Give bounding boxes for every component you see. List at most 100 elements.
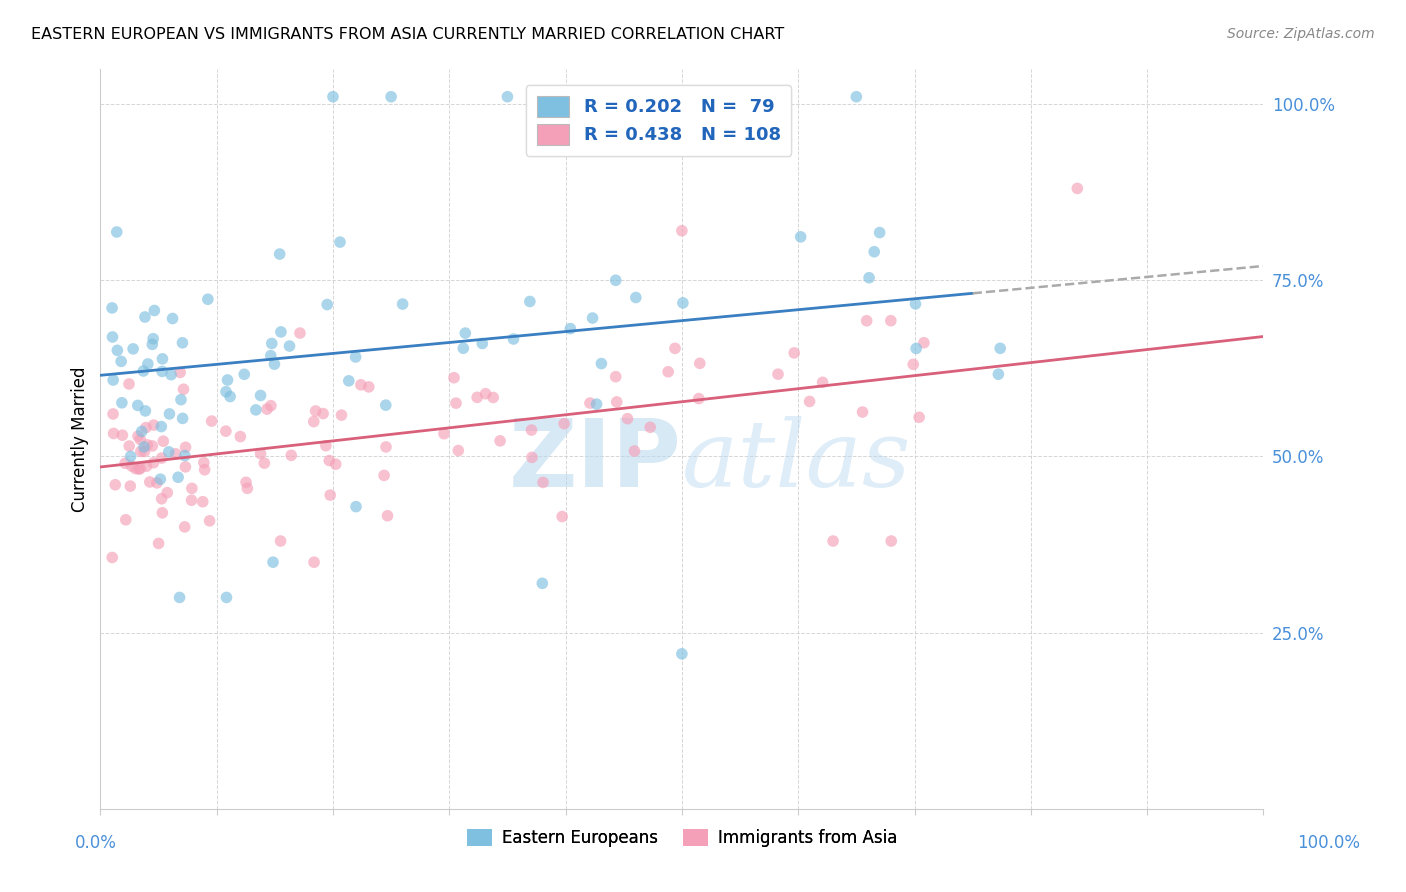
Point bbox=[111, 396, 134, 410]
Point bbox=[447, 443, 470, 458]
Point bbox=[482, 391, 505, 405]
Point bbox=[337, 374, 360, 388]
Point bbox=[811, 376, 834, 390]
Point bbox=[136, 438, 159, 452]
Point bbox=[173, 382, 195, 396]
Point bbox=[141, 439, 163, 453]
Point bbox=[143, 303, 166, 318]
Point bbox=[128, 462, 150, 476]
Point bbox=[520, 423, 543, 437]
Point bbox=[260, 399, 283, 413]
Point bbox=[180, 493, 202, 508]
Point bbox=[474, 386, 496, 401]
Point bbox=[165, 447, 187, 461]
Text: Source: ZipAtlas.com: Source: ZipAtlas.com bbox=[1227, 27, 1375, 41]
Point bbox=[131, 425, 153, 439]
Point bbox=[688, 392, 710, 406]
Point bbox=[851, 405, 873, 419]
Point bbox=[531, 576, 554, 591]
Point bbox=[215, 384, 238, 399]
Point bbox=[288, 326, 311, 340]
Point bbox=[105, 343, 128, 358]
Text: 100.0%: 100.0% bbox=[1298, 834, 1360, 852]
Point bbox=[127, 398, 149, 412]
Point bbox=[616, 411, 638, 425]
Point bbox=[170, 392, 193, 407]
Legend: R = 0.202   N =  79, R = 0.438   N = 108: R = 0.202 N = 79, R = 0.438 N = 108 bbox=[526, 85, 792, 155]
Point bbox=[111, 428, 134, 442]
Point bbox=[312, 407, 335, 421]
Point bbox=[855, 314, 877, 328]
Point bbox=[318, 453, 340, 467]
Point bbox=[789, 230, 811, 244]
Point bbox=[585, 397, 607, 411]
Point bbox=[270, 534, 292, 549]
Point bbox=[180, 482, 202, 496]
Point bbox=[869, 226, 891, 240]
Point bbox=[160, 368, 183, 382]
Y-axis label: Currently Married: Currently Married bbox=[72, 366, 89, 511]
Point bbox=[672, 296, 695, 310]
Point bbox=[110, 354, 132, 368]
Point bbox=[124, 461, 146, 475]
Point bbox=[101, 407, 124, 421]
Point bbox=[350, 377, 373, 392]
Point bbox=[560, 321, 582, 335]
Point bbox=[330, 408, 353, 422]
Point bbox=[135, 420, 157, 434]
Point bbox=[142, 332, 165, 346]
Point bbox=[152, 434, 174, 449]
Point bbox=[118, 439, 141, 453]
Point bbox=[136, 357, 159, 371]
Point bbox=[344, 500, 367, 514]
Point bbox=[606, 395, 628, 409]
Point bbox=[553, 417, 575, 431]
Point bbox=[120, 450, 142, 464]
Point bbox=[132, 440, 155, 454]
Point bbox=[391, 297, 413, 311]
Point bbox=[453, 341, 475, 355]
Point bbox=[201, 414, 224, 428]
Point bbox=[135, 459, 157, 474]
Point bbox=[605, 273, 627, 287]
Point bbox=[315, 439, 337, 453]
Point bbox=[132, 364, 155, 378]
Point bbox=[174, 459, 197, 474]
Point bbox=[193, 456, 215, 470]
Point bbox=[150, 419, 173, 434]
Point bbox=[120, 479, 142, 493]
Point bbox=[217, 373, 239, 387]
Point bbox=[908, 410, 931, 425]
Point bbox=[987, 368, 1010, 382]
Point bbox=[905, 342, 928, 356]
Point bbox=[374, 398, 396, 412]
Point bbox=[444, 396, 467, 410]
Point bbox=[280, 448, 302, 462]
Point bbox=[263, 357, 285, 371]
Point bbox=[127, 429, 149, 443]
Point bbox=[101, 550, 124, 565]
Point bbox=[270, 325, 292, 339]
Point bbox=[150, 506, 173, 520]
Point bbox=[194, 463, 217, 477]
Point bbox=[245, 403, 267, 417]
Point bbox=[150, 364, 173, 378]
Point bbox=[215, 591, 238, 605]
Point bbox=[443, 370, 465, 384]
Point bbox=[101, 373, 124, 387]
Point bbox=[235, 475, 257, 490]
Point bbox=[689, 356, 711, 370]
Point bbox=[256, 402, 278, 417]
Point bbox=[433, 426, 456, 441]
Point bbox=[253, 456, 276, 470]
Point bbox=[105, 225, 128, 239]
Point bbox=[172, 411, 194, 425]
Text: ZIP: ZIP bbox=[509, 415, 682, 507]
Point bbox=[880, 314, 903, 328]
Point bbox=[141, 337, 163, 351]
Point bbox=[129, 433, 152, 447]
Point bbox=[624, 291, 647, 305]
Point bbox=[215, 424, 238, 438]
Point bbox=[150, 451, 173, 466]
Point bbox=[142, 418, 165, 433]
